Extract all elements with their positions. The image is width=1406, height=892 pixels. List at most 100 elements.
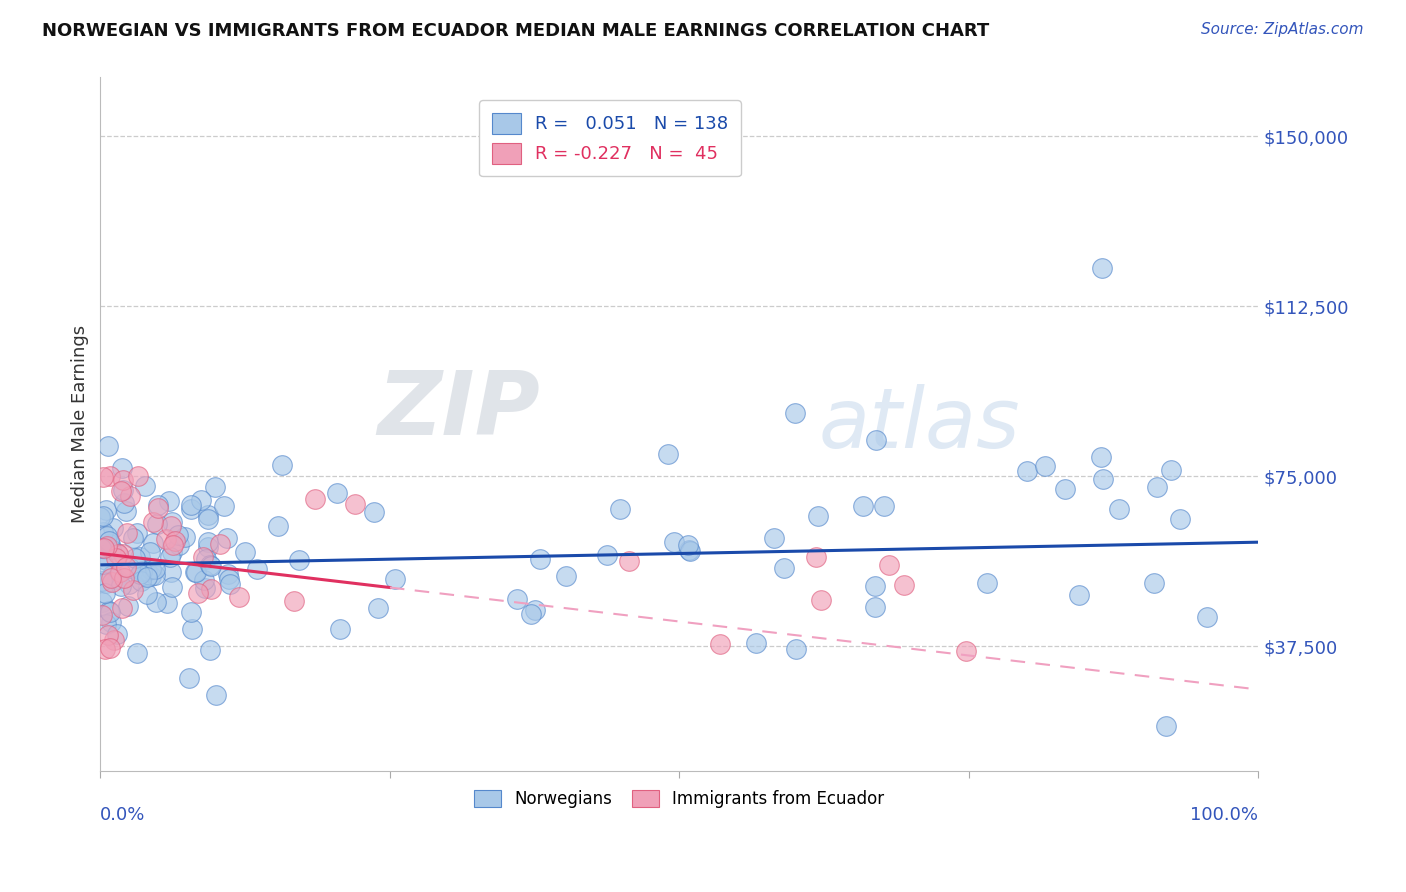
Point [105, 627, 128, 641]
Point [267, 519, 290, 533]
Text: Source: ZipAtlas.com: Source: ZipAtlas.com [1201, 22, 1364, 37]
Point [159, 518, 181, 533]
Point [89, 510, 111, 524]
Point [96, 529, 118, 543]
Point [709, 637, 731, 651]
Point [304, 492, 326, 507]
Point [120, 561, 142, 575]
Point [187, 586, 209, 600]
Point [807, 509, 830, 524]
Point [217, 566, 239, 581]
Point [877, 558, 900, 572]
Point [115, 526, 138, 541]
Point [329, 622, 352, 636]
Point [217, 532, 239, 546]
Point [976, 575, 998, 590]
Point [135, 570, 157, 584]
Point [167, 538, 190, 552]
Legend: Norwegians, Immigrants from Ecuador: Norwegians, Immigrants from Ecuador [468, 783, 891, 814]
Point [246, 562, 269, 576]
Point [127, 469, 149, 483]
Point [363, 505, 385, 519]
Point [1090, 450, 1112, 464]
Point [115, 504, 138, 518]
Point [810, 593, 832, 607]
Point [128, 567, 150, 582]
Point [159, 549, 181, 564]
Point [529, 552, 551, 566]
Point [179, 671, 201, 685]
Point [101, 521, 124, 535]
Point [554, 569, 576, 583]
Point [134, 479, 156, 493]
Point [110, 579, 132, 593]
Text: 100.0%: 100.0% [1191, 805, 1258, 824]
Point [762, 531, 785, 545]
Point [139, 545, 162, 559]
Point [91, 608, 114, 623]
Point [804, 549, 827, 564]
Point [195, 551, 218, 566]
Point [773, 561, 796, 575]
Point [103, 632, 125, 647]
Point [344, 497, 367, 511]
Point [118, 576, 141, 591]
Point [98, 469, 121, 483]
Point [384, 572, 406, 586]
Point [124, 550, 146, 565]
Point [785, 406, 807, 420]
Point [142, 535, 165, 549]
Point [145, 595, 167, 609]
Point [141, 561, 163, 575]
Point [1168, 512, 1191, 526]
Point [1091, 260, 1114, 275]
Point [166, 528, 188, 542]
Point [111, 461, 134, 475]
Point [112, 571, 135, 585]
Point [90, 541, 112, 556]
Point [125, 526, 148, 541]
Point [143, 561, 166, 575]
Point [1195, 610, 1218, 624]
Point [270, 458, 292, 472]
Point [678, 538, 700, 552]
Point [865, 433, 887, 447]
Point [101, 575, 124, 590]
Y-axis label: Median Male Earnings: Median Male Earnings [72, 326, 89, 524]
Point [1053, 482, 1076, 496]
Point [955, 644, 977, 658]
Point [184, 565, 207, 579]
Point [155, 532, 177, 546]
Point [180, 605, 202, 619]
Point [90, 595, 112, 609]
Point [326, 486, 349, 500]
Point [218, 577, 240, 591]
Point [520, 607, 543, 621]
Point [122, 531, 145, 545]
Point [105, 572, 128, 586]
Point [198, 558, 221, 573]
Point [98, 605, 121, 619]
Point [98, 537, 121, 551]
Point [101, 567, 124, 582]
Point [91, 509, 114, 524]
Point [156, 596, 179, 610]
Point [180, 498, 202, 512]
Point [105, 546, 128, 560]
Text: atlas: atlas [818, 384, 1019, 465]
Point [1015, 464, 1038, 478]
Point [204, 479, 226, 493]
Point [228, 591, 250, 605]
Point [114, 560, 136, 574]
Point [96, 539, 118, 553]
Point [121, 583, 143, 598]
Point [212, 499, 235, 513]
Point [90, 574, 112, 589]
Point [617, 554, 640, 568]
Point [162, 545, 184, 559]
Point [609, 502, 631, 516]
Point [595, 549, 617, 563]
Point [107, 548, 129, 562]
Point [135, 587, 157, 601]
Point [193, 550, 215, 565]
